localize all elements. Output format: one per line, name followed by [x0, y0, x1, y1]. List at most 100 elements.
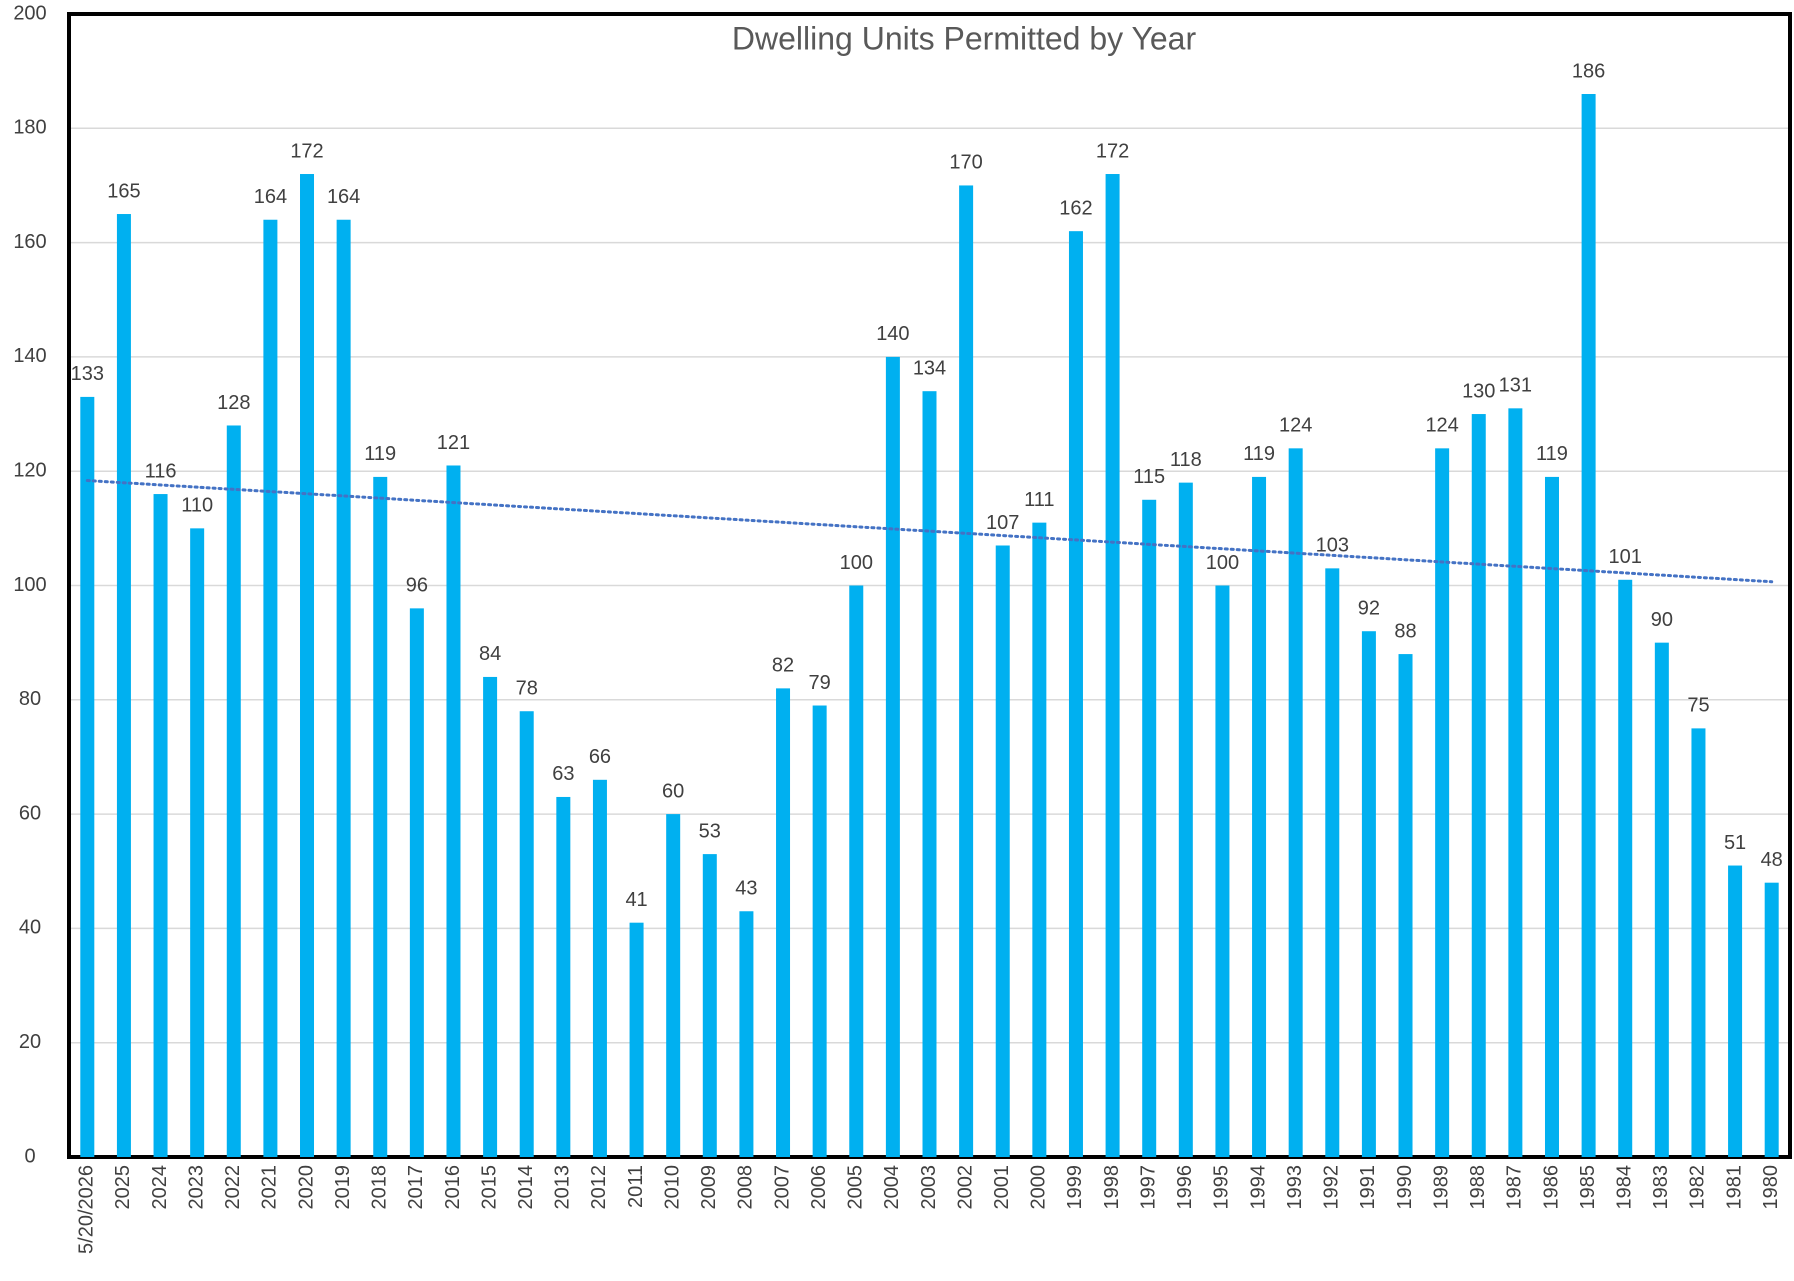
x-tick-label: 2021: [259, 1165, 281, 1210]
bar: [629, 922, 644, 1157]
y-tick-label: 20: [19, 1031, 41, 1053]
y-tick-label: 100: [13, 574, 46, 596]
data-label: 107: [986, 512, 1019, 534]
data-label: 101: [1609, 546, 1642, 568]
data-label: 75: [1687, 695, 1709, 717]
data-label: 51: [1724, 832, 1746, 854]
data-label: 172: [290, 140, 323, 162]
x-tick-label: 2013: [552, 1165, 574, 1210]
x-tick-label: 1987: [1504, 1165, 1526, 1210]
x-tick-label: 1993: [1284, 1165, 1306, 1210]
x-tick-label: 2015: [478, 1165, 500, 1210]
bar: [1215, 585, 1230, 1157]
data-label: 134: [913, 357, 946, 379]
x-tick-label: 2019: [332, 1165, 354, 1210]
bar: [263, 219, 278, 1158]
data-label: 92: [1358, 598, 1380, 620]
bar: [226, 425, 241, 1158]
y-tick-label: 160: [13, 231, 46, 253]
data-label: 66: [589, 746, 611, 768]
data-label: 84: [479, 643, 501, 665]
bar: [483, 676, 498, 1157]
bar: [519, 711, 534, 1157]
bar: [1508, 408, 1523, 1158]
data-label: 100: [840, 552, 873, 574]
x-tick-label: 2010: [661, 1165, 683, 1210]
bar: [885, 356, 900, 1157]
data-label: 172: [1096, 140, 1129, 162]
data-label: 110: [181, 495, 213, 517]
x-tick-label: 2012: [588, 1165, 610, 1210]
x-tick-label: 1996: [1174, 1165, 1196, 1210]
data-label: 164: [327, 186, 360, 208]
x-tick-label: 1990: [1394, 1165, 1416, 1210]
data-label: 165: [107, 180, 140, 202]
bar: [849, 585, 864, 1157]
bar: [922, 391, 937, 1157]
data-label: 115: [1133, 466, 1165, 488]
data-label: 164: [254, 186, 287, 208]
data-label: 82: [772, 655, 794, 677]
data-label: 162: [1059, 197, 1092, 219]
chart-title: Dwelling Units Permitted by Year: [732, 20, 1197, 56]
bar: [776, 688, 791, 1157]
data-label: 124: [1279, 415, 1312, 437]
bar: [592, 779, 607, 1157]
bar: [1288, 448, 1303, 1158]
x-tick-label: 1986: [1540, 1165, 1562, 1210]
bar: [995, 545, 1010, 1157]
y-tick-label: 120: [13, 459, 46, 481]
x-tick-label: 2007: [771, 1165, 793, 1210]
data-label: 103: [1316, 535, 1349, 557]
x-tick-label: 2003: [918, 1165, 940, 1210]
bar: [1618, 579, 1633, 1157]
x-tick-label: 2024: [149, 1165, 171, 1210]
data-label: 130: [1462, 380, 1495, 402]
x-tick-label: 2005: [845, 1165, 867, 1210]
data-label: 100: [1206, 552, 1239, 574]
bar: [1068, 231, 1083, 1158]
x-tick-label: 1982: [1687, 1165, 1709, 1210]
bar: [1654, 642, 1669, 1157]
bar: [739, 911, 754, 1157]
bar: [153, 494, 168, 1157]
x-tick-label: 1995: [1211, 1165, 1233, 1210]
data-label: 131: [1499, 375, 1532, 397]
bar: [116, 214, 131, 1157]
x-tick-label: 2009: [698, 1165, 720, 1210]
bar: [1361, 631, 1376, 1157]
data-label: 119: [364, 443, 396, 465]
x-tick-label: 5/20/2026: [76, 1165, 98, 1254]
x-tick-label: 1994: [1247, 1165, 1269, 1210]
bar: [702, 854, 717, 1157]
bar: [446, 465, 461, 1157]
bar: [1691, 728, 1706, 1157]
x-tick-label: 2014: [515, 1165, 537, 1210]
x-tick-label: 2001: [991, 1165, 1013, 1210]
data-label: 78: [516, 678, 538, 700]
bar: [556, 796, 571, 1157]
bar: [409, 608, 424, 1157]
bar: [373, 476, 388, 1157]
y-tick-label: 60: [19, 802, 41, 824]
y-tick-label: 80: [19, 688, 41, 710]
data-label: 41: [625, 889, 647, 911]
x-tick-label: 2023: [185, 1165, 207, 1210]
x-tick-label: 1992: [1321, 1165, 1343, 1210]
y-tick-label: 40: [19, 917, 41, 939]
x-tick-label: 1980: [1760, 1165, 1782, 1210]
x-tick-label: 2025: [112, 1165, 134, 1210]
x-tick-label: 1999: [1064, 1165, 1086, 1210]
x-tick-label: 1998: [1101, 1165, 1123, 1210]
bar: [1435, 448, 1450, 1158]
bar: [80, 396, 95, 1157]
x-tick-label: 1984: [1614, 1165, 1636, 1210]
x-tick-label: 2016: [442, 1165, 464, 1210]
data-label: 118: [1170, 449, 1202, 471]
data-label: 48: [1761, 849, 1783, 871]
x-tick-label: 1981: [1723, 1165, 1745, 1210]
x-tick-label: 1983: [1650, 1165, 1672, 1210]
y-tick-label: 180: [13, 117, 46, 139]
trendline: [85, 479, 1774, 584]
data-label: 133: [71, 363, 104, 385]
